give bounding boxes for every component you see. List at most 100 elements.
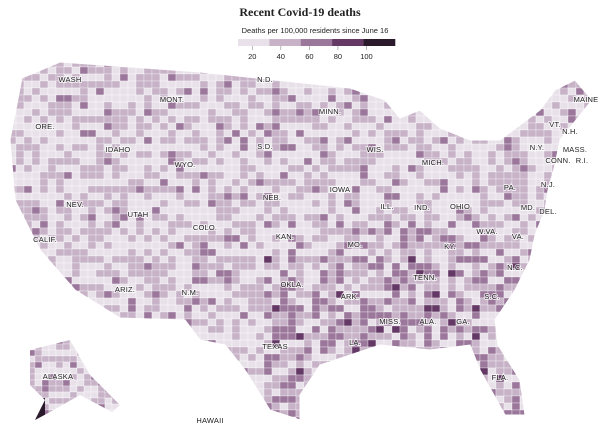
county-cell (367, 62, 377, 68)
county-cell (535, 248, 545, 257)
county-cell (83, 355, 92, 363)
county-cell (104, 361, 113, 369)
county-cell (495, 353, 505, 362)
county-cell (367, 402, 377, 411)
county-cell (215, 164, 225, 173)
county-cell (287, 290, 297, 299)
county-cell (319, 283, 329, 292)
county-cell (79, 122, 89, 131)
county-cell (319, 136, 329, 145)
county-cell (215, 360, 225, 369)
county-cell (79, 108, 89, 117)
county-cell (83, 340, 92, 345)
county-cell (255, 206, 265, 215)
county-cell (255, 178, 265, 187)
county-cell (303, 402, 313, 411)
county-cell (583, 199, 592, 208)
county-cell (335, 143, 345, 152)
county-cell (335, 262, 345, 271)
county-cell (311, 290, 321, 299)
county-cell (471, 339, 481, 348)
county-cell (159, 248, 169, 257)
county-cell (39, 101, 49, 110)
county-cell (103, 94, 113, 103)
county-cell (167, 150, 177, 159)
county-cell (431, 388, 441, 397)
county-cell (127, 402, 137, 411)
county-cell (151, 206, 161, 215)
county-cell (23, 129, 33, 138)
county-cell (415, 220, 425, 229)
county-cell (287, 332, 297, 341)
county-cell (567, 360, 577, 369)
county-cell (119, 241, 129, 250)
county-cell (175, 311, 185, 320)
county-cell (535, 416, 545, 420)
county-cell (63, 171, 73, 180)
county-cell (143, 178, 153, 187)
county-cell (119, 381, 129, 390)
county-cell (487, 353, 497, 362)
county-cell (351, 164, 361, 173)
county-cell (183, 192, 193, 201)
county-cell (255, 248, 265, 257)
county-cell (399, 304, 409, 313)
county-cell (383, 129, 393, 138)
county-cell (191, 276, 201, 285)
county-cell (97, 373, 106, 381)
county-cell (191, 94, 201, 103)
county-cell (543, 136, 553, 145)
county-cell (151, 185, 161, 194)
county-cell (39, 185, 49, 194)
county-cell (415, 283, 425, 292)
county-cell (591, 360, 592, 369)
county-cell (215, 129, 225, 138)
county-cell (143, 269, 153, 278)
county-cell (303, 220, 313, 229)
county-cell (471, 297, 481, 306)
county-cell (263, 227, 273, 236)
county-cell (34, 385, 43, 393)
county-cell (103, 234, 113, 243)
county-cell (591, 115, 592, 124)
county-cell (10, 66, 17, 75)
county-cell (199, 157, 209, 166)
county-cell (97, 397, 106, 405)
county-cell (559, 248, 569, 257)
county-cell (455, 255, 465, 264)
county-cell (359, 276, 369, 285)
county-cell (519, 318, 529, 327)
county-cell (287, 136, 297, 145)
county-cell (559, 332, 569, 341)
county-cell (487, 157, 497, 166)
county-cell (471, 276, 481, 285)
county-cell (335, 318, 345, 327)
state-label: ALASKA (43, 372, 73, 381)
county-cell (63, 402, 73, 411)
county-cell (183, 409, 193, 418)
state-label: MO. (348, 240, 363, 249)
county-cell (63, 304, 73, 313)
county-cell (383, 262, 393, 271)
county-cell (367, 416, 377, 420)
county-cell (87, 318, 97, 327)
county-cell (423, 136, 433, 145)
county-cell (423, 248, 433, 257)
county-cell (543, 171, 553, 180)
county-cell (367, 136, 377, 145)
county-cell (63, 409, 73, 418)
county-cell (279, 213, 289, 222)
county-cell (159, 164, 169, 173)
county-cell (47, 297, 57, 306)
county-cell (431, 248, 441, 257)
county-cell (503, 283, 513, 292)
legend-label: Deaths per 100,000 residents since June … (242, 26, 389, 35)
county-cell (223, 136, 233, 145)
county-cell (431, 178, 441, 187)
county-cell (79, 255, 89, 264)
county-cell (79, 94, 89, 103)
county-cell (231, 199, 241, 208)
county-cell (15, 136, 25, 145)
county-cell (311, 234, 321, 243)
county-cell (271, 164, 281, 173)
